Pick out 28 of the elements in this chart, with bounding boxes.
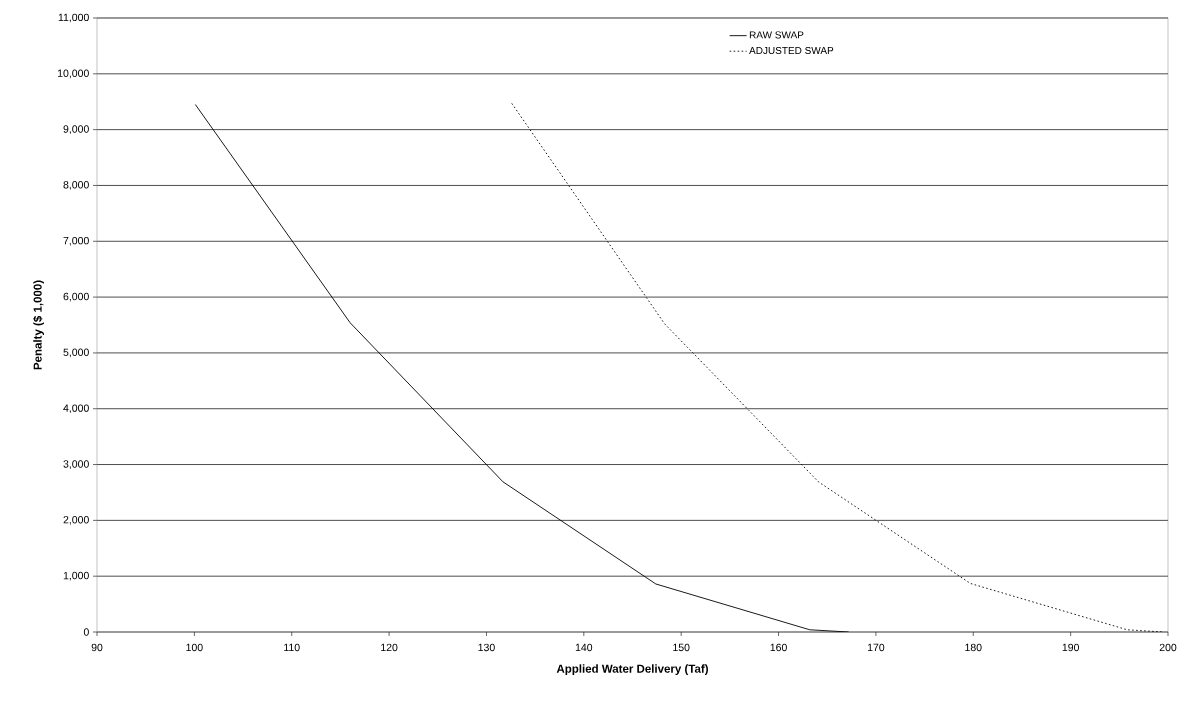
x-tick-label: 110 (284, 643, 300, 652)
x-tick-label: 190 (1062, 643, 1079, 652)
y-tick-label: 10,000 (57, 69, 89, 79)
x-tick-label: 140 (575, 643, 593, 652)
y-tick-label: 3,000 (63, 460, 89, 469)
x-tick-label: 150 (673, 643, 690, 652)
x-tick-label: 200 (1159, 643, 1177, 652)
y-tick-label: 0 (83, 628, 89, 636)
x-tick-label: 180 (965, 643, 982, 652)
x-tick-label: 130 (478, 643, 495, 652)
x-tick-label: 100 (186, 643, 203, 652)
legend-label: RAW SWAP (749, 31, 804, 39)
y-axis-title: Penalty ($ 1,000) (33, 280, 44, 370)
y-tick-label: 6,000 (63, 292, 89, 302)
y-tick-label: 2,000 (63, 516, 89, 525)
y-tick-label: 4,000 (63, 404, 89, 414)
legend-label: ADJUSTED SWAP (749, 46, 834, 55)
x-tick-label: 170 (867, 643, 885, 652)
y-tick-label: 8,000 (63, 181, 89, 190)
y-tick-label: 5,000 (63, 348, 89, 358)
y-tick-label: 7,000 (63, 236, 89, 246)
x-tick-label: 90 (91, 643, 103, 652)
x-tick-label: 160 (770, 643, 787, 652)
y-tick-label: 11,000 (58, 13, 89, 23)
x-tick-label: 120 (381, 643, 398, 652)
y-tick-label: 1,000 (63, 571, 89, 581)
y-tick-label: 9,000 (63, 125, 89, 134)
x-axis-title: Applied Water Delivery (Taf) (556, 664, 708, 676)
